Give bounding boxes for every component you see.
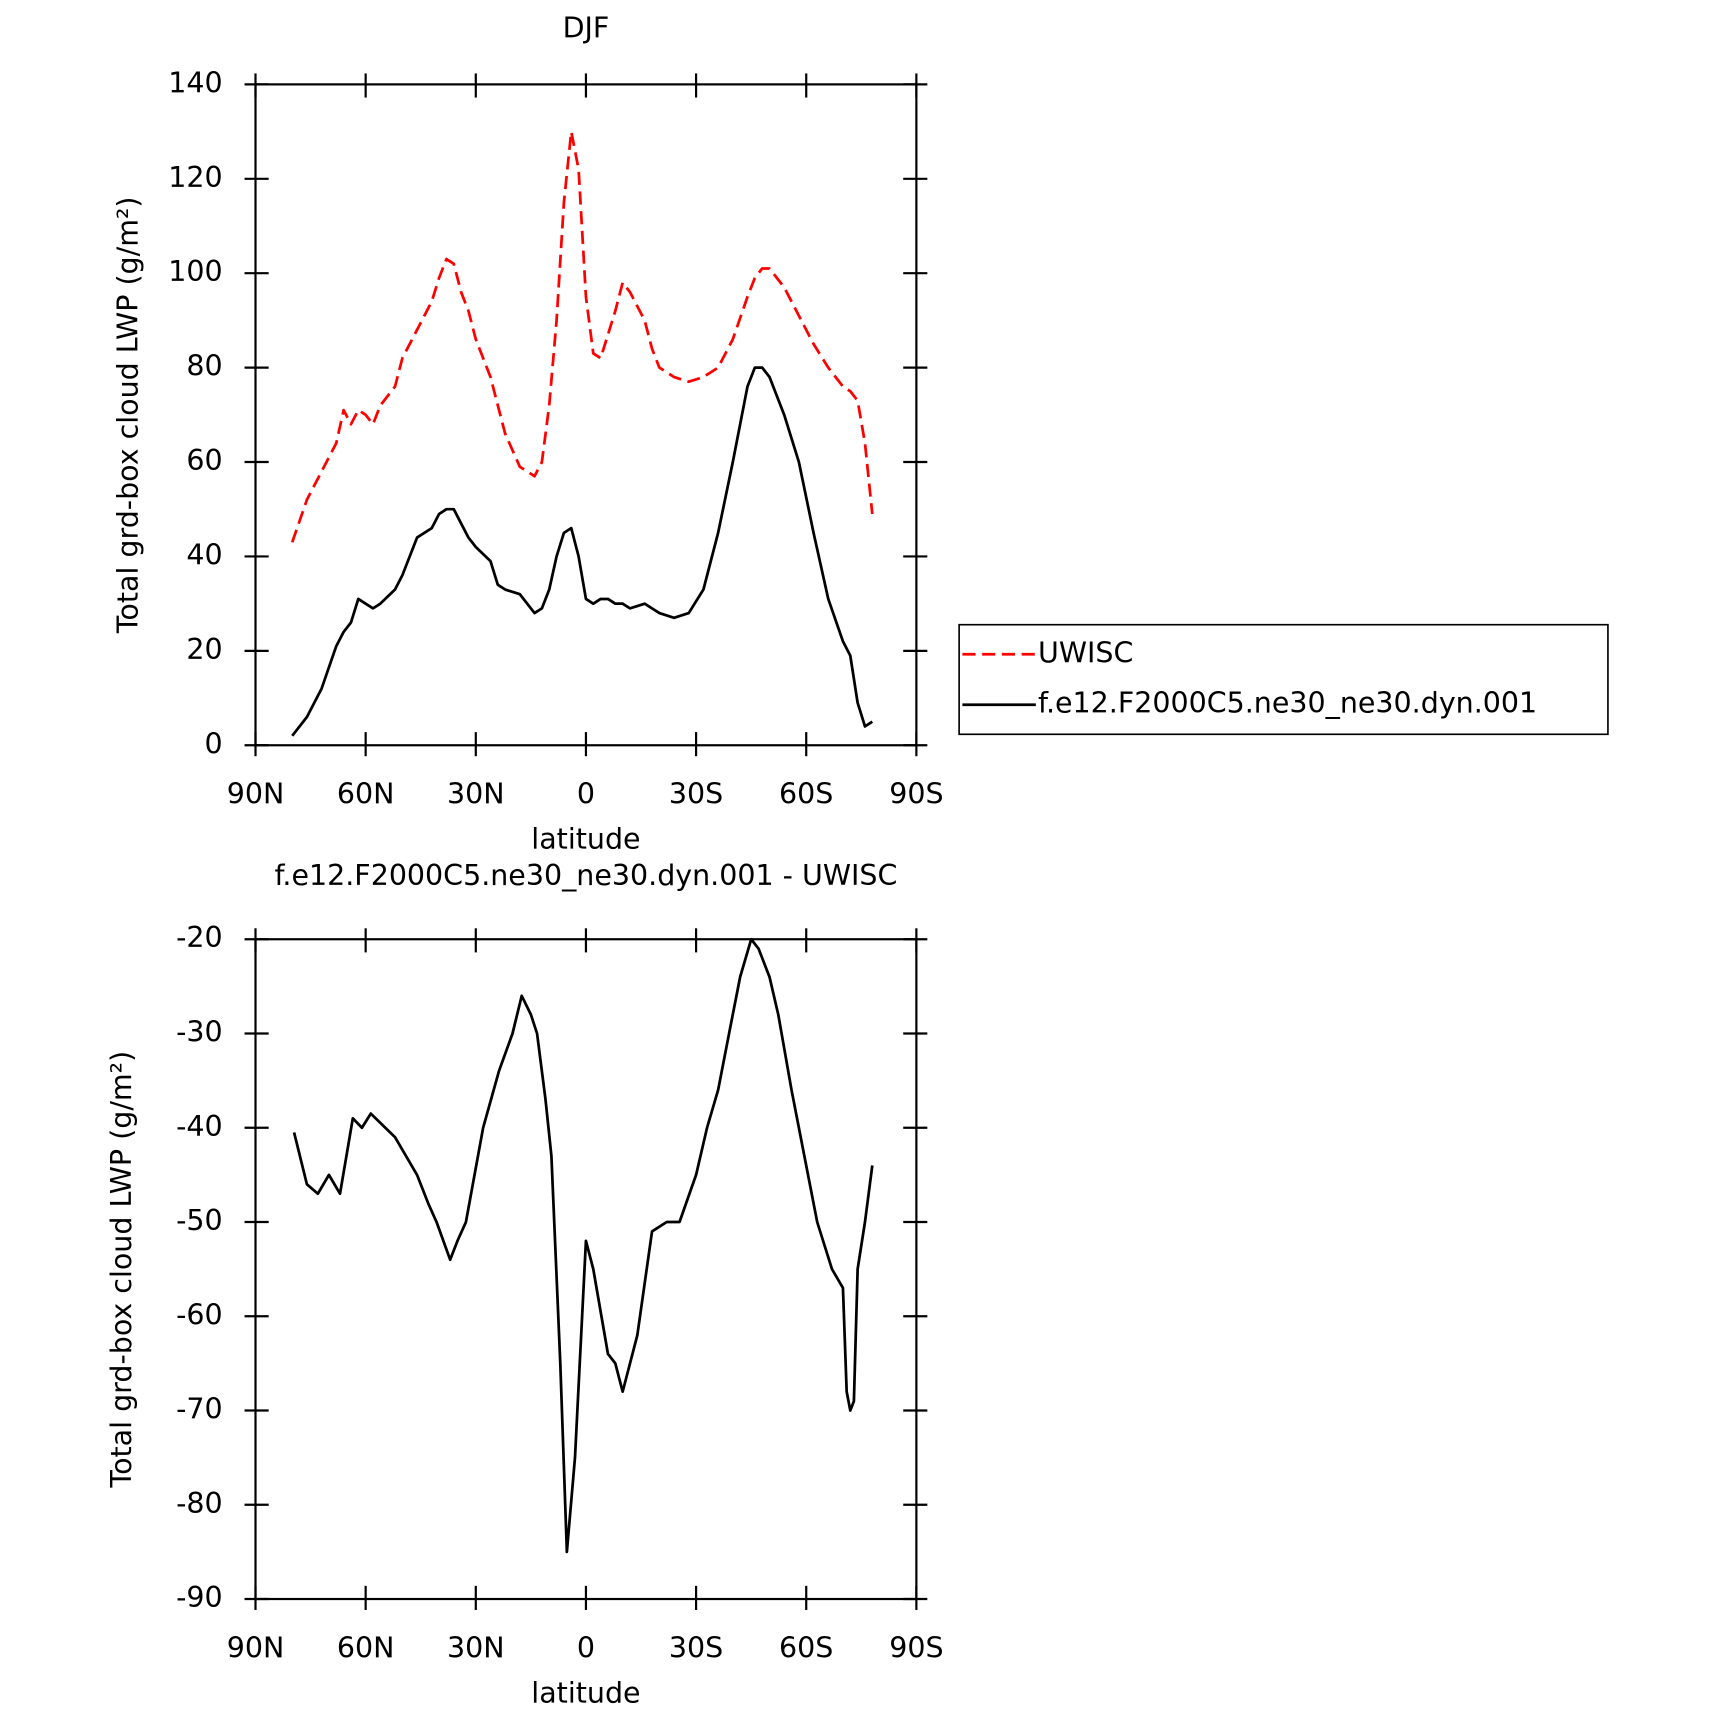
y-tick-label: 20 (186, 633, 222, 666)
legend-label: f.e12.F2000C5.ne30_ne30.dyn.001 (1038, 687, 1537, 720)
x-axis-label: latitude (531, 1676, 640, 1709)
y-axis-label: Total grd-box cloud LWP (g/m²) (111, 196, 144, 634)
data-line (292, 937, 874, 1554)
x-tick-label: 60N (337, 1631, 395, 1664)
y-tick-label: -50 (176, 1204, 223, 1237)
x-tick-label: 60N (337, 778, 395, 811)
x-tick-label: 30N (447, 778, 505, 811)
y-tick-label: 140 (168, 66, 222, 99)
chart-title: f.e12.F2000C5.ne30_ne30.dyn.001 - UWISC (274, 859, 897, 892)
chart-title: DJF (563, 12, 610, 45)
y-tick-label: -70 (176, 1393, 223, 1426)
y-tick-label: 0 (205, 727, 223, 760)
y-tick-label: 40 (186, 538, 222, 571)
y-axis-label: Total grd-box cloud LWP (g/m²) (105, 1051, 138, 1489)
data-line (291, 366, 874, 737)
plot-frame (254, 938, 918, 1601)
y-tick-label: -30 (176, 1015, 223, 1048)
y-tick-label: -20 (176, 921, 223, 954)
y-tick-label: -80 (176, 1487, 223, 1520)
x-tick-label: 30S (669, 778, 723, 811)
x-tick-label: 0 (577, 1631, 595, 1664)
x-tick-label: 90N (227, 1631, 285, 1664)
y-tick-label: 60 (186, 444, 222, 477)
x-tick-label: 60S (779, 1631, 833, 1664)
y-tick-label: -40 (176, 1110, 223, 1143)
y-tick-label: 100 (168, 255, 222, 288)
y-tick-label: -60 (176, 1298, 223, 1331)
x-axis-label: latitude (531, 823, 640, 856)
legend-box (958, 623, 1609, 736)
x-tick-label: 90N (227, 778, 285, 811)
x-tick-label: 30S (669, 1631, 723, 1664)
x-tick-label: 0 (577, 778, 595, 811)
x-tick-label: 90S (889, 778, 943, 811)
x-tick-label: 60S (779, 778, 833, 811)
data-line (290, 130, 874, 543)
y-tick-label: -90 (176, 1581, 223, 1614)
x-tick-label: 30N (447, 1631, 505, 1664)
x-tick-label: 90S (889, 1631, 943, 1664)
y-tick-label: 120 (168, 161, 222, 194)
legend-label: UWISC (1038, 636, 1133, 669)
y-tick-label: 80 (186, 350, 222, 383)
